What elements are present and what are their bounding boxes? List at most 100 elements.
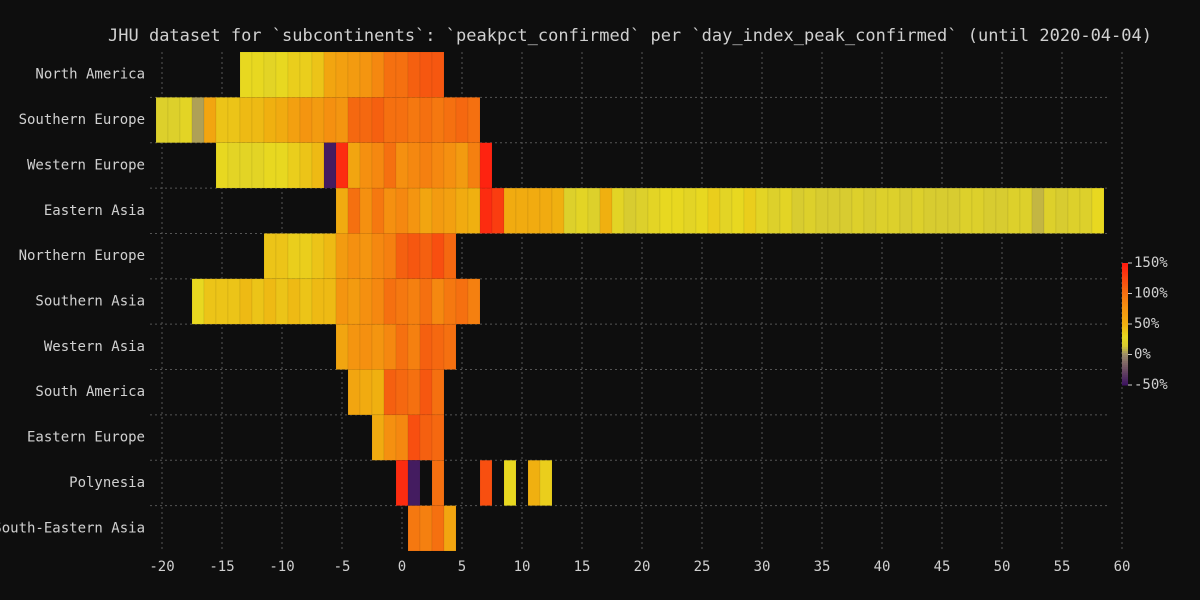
colorbar-segment: [1122, 324, 1128, 327]
heat-cell: [383, 369, 397, 416]
heat-cell: [359, 97, 373, 143]
colorbar-segment: [1122, 311, 1128, 315]
heat-cell: [275, 233, 289, 280]
heat-cell: [311, 233, 325, 280]
heat-cell: [635, 187, 649, 234]
heat-cell: [335, 233, 349, 280]
colorbar-segment: [1122, 368, 1128, 372]
heat-cell: [431, 142, 445, 189]
colorbar-tick-label: 100%: [1134, 286, 1168, 302]
heat-cell: [995, 187, 1009, 234]
y-tick-label: Eastern Asia: [44, 203, 145, 219]
heat-cell: [299, 97, 313, 143]
colorbar-segment: [1122, 366, 1128, 370]
colorbar-segment: [1122, 265, 1128, 268]
y-tick-label: Western Europe: [27, 157, 145, 173]
heat-cell: [335, 51, 349, 98]
heat-cell: [287, 142, 301, 189]
x-tick-label: 60: [1114, 559, 1131, 575]
colorbar-segment: [1122, 279, 1128, 282]
heat-cell: [815, 187, 829, 234]
colorbar-segment: [1122, 374, 1128, 378]
heat-cell: [287, 278, 301, 325]
colorbar-tick-label: -50%: [1134, 377, 1168, 393]
heat-cell: [275, 278, 289, 325]
heat-cell: [347, 97, 361, 143]
colorbar-segment: [1122, 269, 1128, 272]
heat-cell: [227, 142, 241, 189]
heat-cell: [527, 187, 541, 234]
colorbar-segment: [1122, 321, 1128, 325]
heat-cell: [467, 278, 481, 325]
heat-cell: [467, 97, 481, 143]
colorbar-segment: [1122, 370, 1128, 374]
heat-cell: [359, 323, 373, 370]
heat-cell: [395, 323, 409, 370]
heat-cell: [347, 187, 361, 234]
heat-cell: [395, 51, 409, 98]
colorbar-segment: [1122, 319, 1128, 323]
heat-cell: [347, 233, 361, 280]
heat-cell: [371, 51, 385, 98]
heat-cell: [575, 187, 589, 234]
heat-cell: [479, 187, 493, 234]
heat-cell: [779, 187, 793, 234]
x-tick-label: 40: [874, 559, 891, 575]
x-tick-label: 15: [574, 559, 591, 575]
heat-cell: [251, 278, 265, 325]
colorbar-tick-label: 50%: [1134, 316, 1160, 332]
heat-cell: [335, 187, 349, 234]
heat-cell: [935, 187, 949, 234]
heat-cell: [191, 278, 205, 325]
heat-cell: [431, 369, 445, 416]
heat-cell: [623, 187, 637, 234]
heat-cell: [407, 460, 421, 506]
heat-cell: [419, 505, 433, 552]
heat-cell: [299, 278, 313, 325]
y-tick-label: Western Asia: [44, 339, 145, 355]
heat-cell: [287, 233, 301, 280]
heat-cell: [311, 97, 325, 143]
heat-cell: [383, 97, 397, 143]
y-tick-label: Polynesia: [69, 475, 145, 491]
colorbar-segment: [1122, 313, 1128, 317]
heat-cell: [323, 97, 337, 143]
heat-cell: [215, 142, 229, 189]
heat-cell: [431, 323, 445, 370]
heat-cell: [323, 278, 337, 325]
heat-cell: [395, 142, 409, 189]
heat-cell: [527, 460, 541, 506]
heat-cell: [455, 278, 469, 325]
heat-cell: [467, 187, 481, 234]
heat-cell: [443, 142, 457, 189]
heat-cell: [407, 414, 421, 461]
heat-cell: [263, 278, 277, 325]
heat-cell: [443, 323, 457, 370]
heat-cell: [299, 233, 313, 280]
colorbar-segment: [1122, 342, 1128, 345]
heat-cell: [1079, 187, 1093, 234]
heat-cell: [371, 323, 385, 370]
heat-cell: [299, 142, 313, 189]
heat-cell: [683, 187, 697, 234]
heat-cell: [407, 142, 421, 189]
heat-cell: [407, 233, 421, 280]
heat-cell: [467, 142, 481, 189]
heat-cell: [407, 505, 421, 552]
heat-cell: [443, 187, 457, 234]
heat-cell: [251, 97, 265, 143]
heat-cell: [911, 187, 925, 234]
heat-cell: [1091, 187, 1105, 234]
x-tick-label: 50: [994, 559, 1011, 575]
heat-cell: [323, 142, 337, 189]
heat-cell: [431, 187, 445, 234]
heat-cell: [323, 51, 337, 98]
heat-cell: [311, 142, 325, 189]
colorbar-segment: [1122, 305, 1128, 309]
heat-cell: [239, 278, 253, 325]
colorbar-segment: [1122, 263, 1128, 266]
heat-cell: [539, 187, 553, 234]
chart-title: JHU dataset for `subcontinents`: `peakpc…: [108, 26, 1152, 46]
heat-cell: [347, 51, 361, 98]
colorbar-segment: [1122, 273, 1128, 276]
